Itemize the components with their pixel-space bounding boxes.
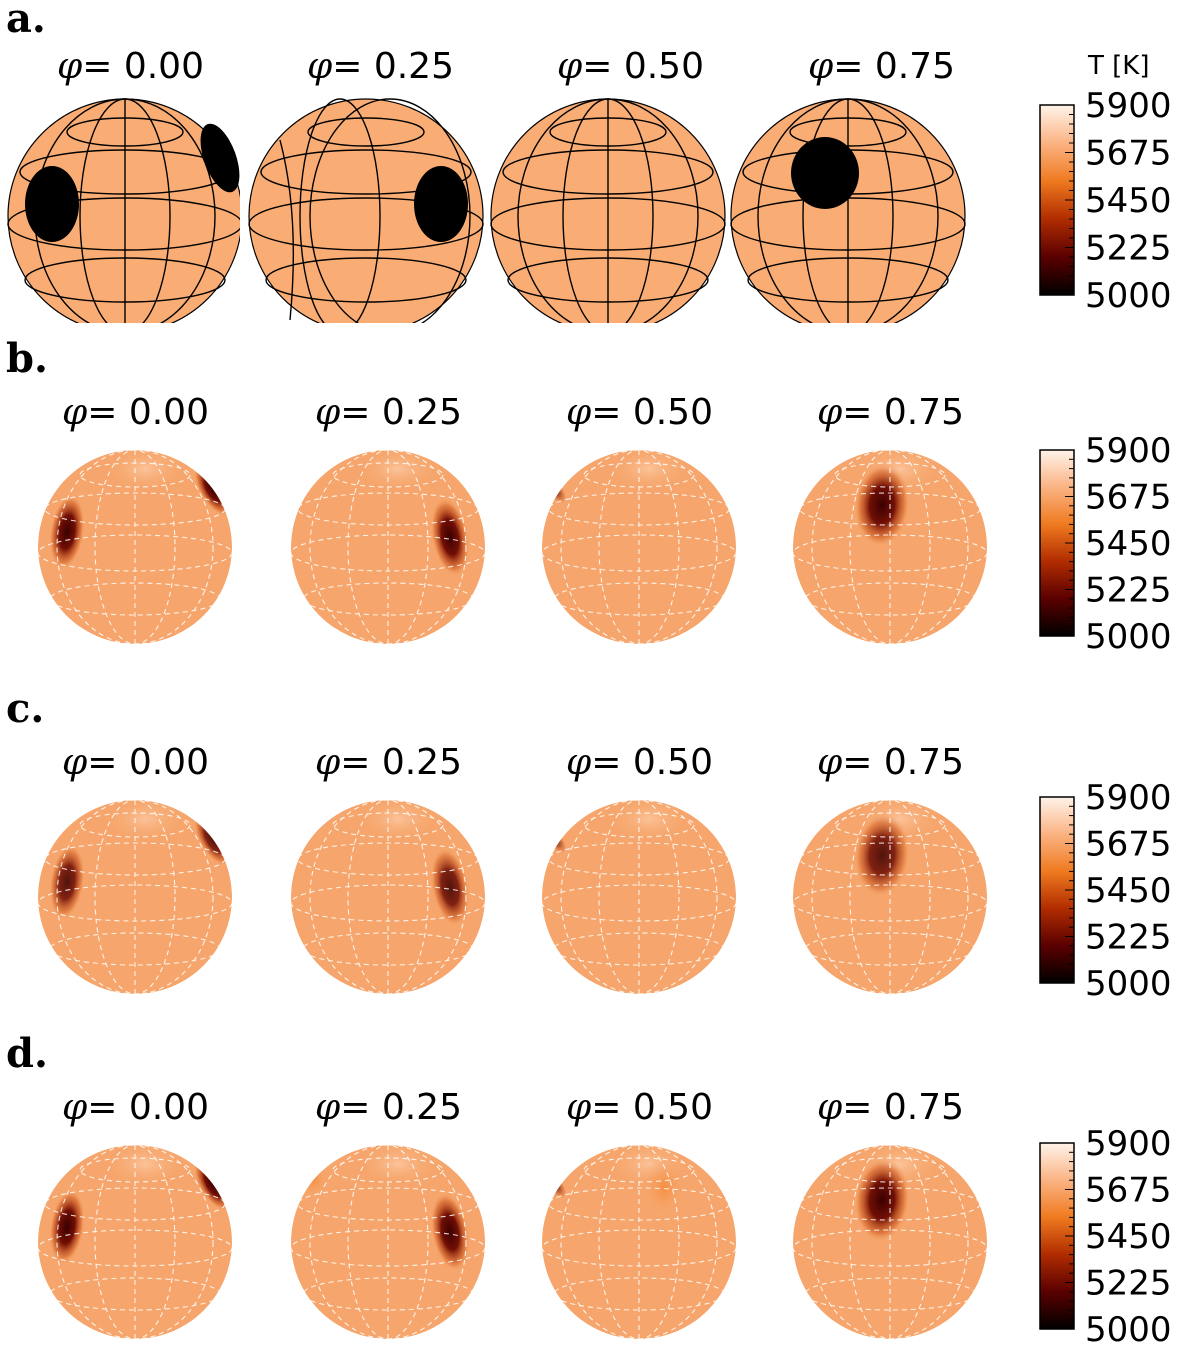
star-a-phase-1 xyxy=(248,98,484,323)
phase-label-b-2: φ= 0.50 xyxy=(566,392,713,433)
phase-label-c-2: φ= 0.50 xyxy=(566,742,713,783)
starspot-d-3-0 xyxy=(854,1158,910,1242)
colorbar-tick-0-3: 5225 xyxy=(1085,229,1172,269)
colorbar-tick-0-1: 5675 xyxy=(1085,134,1172,174)
phase-label-c-3: φ= 0.75 xyxy=(817,742,964,783)
colorbar-tick-2-1: 5675 xyxy=(1085,825,1172,865)
phase-label-d-0: φ= 0.00 xyxy=(62,1087,209,1128)
panel-label-b: b. xyxy=(6,335,48,382)
phase-label-d-3: φ= 0.75 xyxy=(817,1087,964,1128)
colorbar-tick-3-1: 5675 xyxy=(1085,1171,1172,1211)
panel-c: c. φ= 0.00 φ= 0.25 φ= 0.50 φ= 0.75 xyxy=(6,685,987,994)
colorbar-tick-1-2: 5450 xyxy=(1085,524,1172,564)
colorbar-tick-1-1: 5675 xyxy=(1085,478,1172,518)
starspot-b-0-0 xyxy=(49,494,85,570)
phase-label-d-1: φ= 0.25 xyxy=(315,1087,462,1128)
starspot-d-0-0 xyxy=(49,1189,85,1265)
colorbar-tick-2-0: 5900 xyxy=(1085,778,1172,818)
colorbar-tick-3-4: 5000 xyxy=(1085,1310,1172,1350)
star-d-phase-3 xyxy=(793,1145,987,1339)
starspot-d-1-0 xyxy=(430,1192,470,1272)
colorbar-tick-3-0: 5900 xyxy=(1085,1124,1172,1164)
colorbar-tick-2-4: 5000 xyxy=(1085,964,1172,1004)
colorbar-title: T [K] xyxy=(1087,51,1149,81)
starspot-c-3-0 xyxy=(854,813,910,897)
colorbar-tick-2-2: 5450 xyxy=(1085,871,1172,911)
phase-label-b-3: φ= 0.75 xyxy=(817,392,964,433)
reconstruction-panels: b. φ= 0.00 φ= 0.25 φ= 0.50 φ= 0.75 c. φ= 0.00 φ… xyxy=(6,335,987,1339)
starspot-a3 xyxy=(791,137,859,209)
colorbar-tick-0-2: 5450 xyxy=(1085,181,1172,221)
star-d-phase-0 xyxy=(38,1145,232,1339)
star-b-phase-0 xyxy=(38,450,232,644)
star-d-phase-1 xyxy=(291,1145,485,1339)
phase-label-d-2: φ= 0.50 xyxy=(566,1087,713,1128)
star-a-phase-3 xyxy=(730,98,966,323)
colorbar-tick-1-3: 5225 xyxy=(1085,571,1172,611)
panel-label-c: c. xyxy=(6,685,44,732)
starspot-b-3-0 xyxy=(854,463,910,547)
colorbar-tick-0-0: 5900 xyxy=(1085,86,1172,126)
phase-label-a-1: φ= 0.25 xyxy=(307,46,454,87)
colorbar-tick-2-3: 5225 xyxy=(1085,918,1172,958)
starspot-c-1-0 xyxy=(430,847,470,927)
star-b-phase-3 xyxy=(793,450,987,644)
panel-label-d: d. xyxy=(6,1030,48,1077)
star-c-phase-0 xyxy=(38,800,232,994)
panel-a: a. φ= 0.00 φ= 0.25 φ= 0.50 φ= 0.75 xyxy=(6,0,966,323)
star-b-phase-1 xyxy=(291,450,485,644)
phase-label-b-0: φ= 0.00 xyxy=(62,392,209,433)
panel-d: d. φ= 0.00 φ= 0.25 φ= 0.50 φ= 0.75 xyxy=(6,1030,987,1339)
panel-b: b. φ= 0.00 φ= 0.25 φ= 0.50 φ= 0.75 xyxy=(6,335,987,644)
colorbar-3: 5900 5675 5450 5225 5000 xyxy=(1039,1124,1172,1350)
phase-label-c-1: φ= 0.25 xyxy=(315,742,462,783)
colorbar-1: 5900 5675 5450 5225 5000 xyxy=(1039,431,1172,657)
starspot-b-1-0 xyxy=(430,497,470,577)
star-c-phase-3 xyxy=(793,800,987,994)
phase-label-a-0: φ= 0.00 xyxy=(57,46,204,87)
star-a-phase-2 xyxy=(490,98,726,323)
colorbar-tick-0-4: 5000 xyxy=(1085,276,1172,316)
star-a-phase-0 xyxy=(7,98,240,323)
phase-labels-a: φ= 0.00 φ= 0.25 φ= 0.50 φ= 0.75 xyxy=(57,46,955,87)
star-c-phase-2 xyxy=(542,800,736,994)
colorbar-tick-1-4: 5000 xyxy=(1085,617,1172,657)
colorbar-tick-3-2: 5450 xyxy=(1085,1217,1172,1257)
colorbars: T [K] 5900 5675 5450 5225 5000 5900 5675 5450 522… xyxy=(1039,51,1172,1350)
star-b-phase-2 xyxy=(542,450,736,644)
star-d-phase-2 xyxy=(542,1145,736,1339)
colorbar-2: 5900 5675 5450 5225 5000 xyxy=(1039,778,1172,1004)
phase-label-a-3: φ= 0.75 xyxy=(808,46,955,87)
star-c-phase-1 xyxy=(291,800,485,994)
phase-label-a-2: φ= 0.50 xyxy=(557,46,704,87)
colorbar-0: T [K] 5900 5675 5450 5225 5000 xyxy=(1039,51,1172,316)
panel-label-a: a. xyxy=(6,0,46,42)
phase-label-b-1: φ= 0.25 xyxy=(315,392,462,433)
colorbar-tick-1-0: 5900 xyxy=(1085,431,1172,471)
starspot-c-0-0 xyxy=(49,844,85,920)
phase-label-c-0: φ= 0.00 xyxy=(62,742,209,783)
colorbar-tick-3-3: 5225 xyxy=(1085,1264,1172,1304)
